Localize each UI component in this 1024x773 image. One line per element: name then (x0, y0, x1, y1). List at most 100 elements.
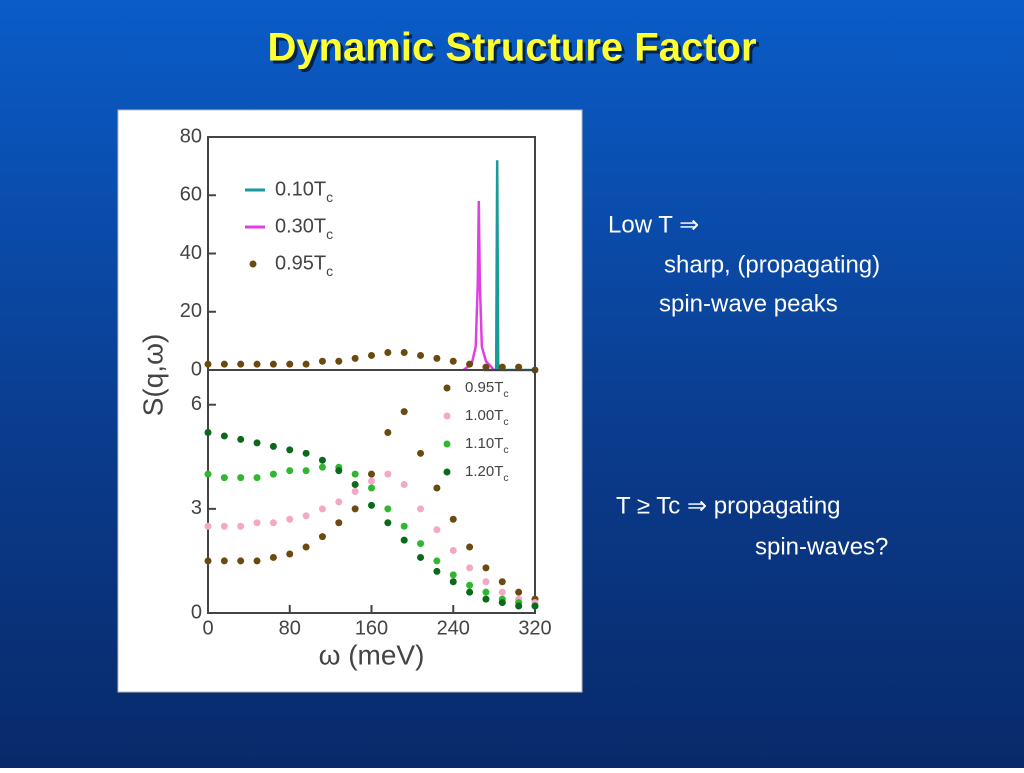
data-point (368, 470, 375, 478)
data-point (482, 588, 490, 596)
data-point (237, 435, 245, 443)
data-point (515, 363, 523, 371)
y-tick-label: 3 (191, 497, 202, 519)
data-point (482, 363, 490, 371)
data-point (368, 484, 375, 492)
data-point (351, 488, 359, 495)
data-point (253, 360, 261, 368)
data-point (449, 547, 457, 555)
x-tick-label: 320 (518, 617, 551, 639)
data-point (286, 360, 294, 368)
data-point (417, 449, 425, 457)
data-point (335, 519, 343, 527)
data-point (204, 428, 212, 436)
data-point (417, 505, 425, 513)
data-point (318, 463, 326, 471)
y-tick-label: 0 (191, 601, 202, 623)
data-point (286, 550, 294, 558)
data-point (269, 442, 277, 450)
data-point (515, 602, 523, 610)
series-line (462, 201, 496, 372)
data-point (204, 470, 212, 478)
chart-panel (117, 109, 583, 693)
x-axis-label: ω (meV) (319, 639, 425, 670)
data-point (498, 363, 506, 371)
data-point (351, 505, 359, 513)
data-point (302, 360, 310, 368)
data-point (449, 578, 457, 586)
data-point (449, 357, 457, 365)
data-point (384, 519, 392, 527)
data-point (204, 557, 212, 565)
data-point (466, 581, 474, 589)
legend-swatch (443, 384, 451, 392)
data-point (417, 540, 425, 548)
data-point (253, 474, 261, 482)
data-point (237, 557, 245, 565)
y-tick-label: 6 (191, 393, 202, 415)
note-line: spin-wave peaks (659, 290, 838, 317)
data-point (498, 599, 506, 607)
data-point (318, 357, 326, 365)
data-point (433, 354, 441, 362)
data-point (433, 484, 441, 492)
data-point (417, 553, 425, 561)
data-point (302, 512, 310, 520)
title: Dynamic Structure Factor (267, 26, 756, 70)
data-point (220, 557, 228, 565)
data-point (384, 505, 392, 513)
data-point (433, 557, 441, 565)
data-point (253, 519, 261, 527)
data-point (466, 543, 474, 551)
notes: Low T ⇒ sharp, (propagating) spin-wave p… (608, 211, 888, 560)
data-point (204, 360, 212, 368)
data-point (253, 439, 261, 447)
data-point (220, 522, 228, 530)
data-point (368, 477, 375, 485)
data-point (384, 349, 392, 357)
note-line: sharp, (propagating) (664, 251, 880, 278)
data-point (335, 357, 343, 365)
note-line: T ≥ Tc ⇒ propagating (616, 492, 841, 519)
legend-swatch (443, 440, 451, 448)
legend-swatch (443, 412, 451, 420)
data-point (351, 470, 359, 478)
data-point (286, 515, 294, 523)
y-tick-label: 20 (180, 300, 202, 322)
data-point (466, 588, 474, 596)
x-tick-label: 160 (355, 617, 388, 639)
data-point (237, 522, 245, 530)
data-point (449, 571, 457, 579)
data-point (466, 360, 474, 368)
data-point (220, 360, 228, 368)
legend-label: 1.20Tc (465, 463, 509, 484)
data-point (400, 408, 408, 416)
data-point (253, 557, 261, 565)
data-point (498, 588, 506, 596)
data-point (302, 449, 310, 457)
legend-label: 1.00Tc (465, 407, 509, 428)
data-point (417, 351, 425, 359)
data-point (302, 543, 310, 551)
data-point (482, 564, 490, 572)
x-tick-label: 0 (202, 617, 213, 639)
data-point (384, 470, 392, 478)
data-point (220, 474, 228, 482)
data-point (220, 432, 228, 440)
data-point (433, 526, 441, 534)
data-point (318, 533, 326, 541)
data-point (335, 498, 343, 506)
y-axis-label: S(q,ω) (137, 334, 168, 417)
data-point (286, 446, 294, 454)
data-point (368, 501, 375, 509)
data-point (335, 467, 343, 475)
data-point (269, 519, 277, 527)
data-point (368, 351, 375, 359)
data-point (318, 456, 326, 464)
data-point (302, 467, 310, 475)
legend-label: 0.95Tc (465, 379, 509, 400)
data-point (400, 522, 408, 530)
data-point (400, 349, 408, 357)
data-point (351, 481, 359, 489)
